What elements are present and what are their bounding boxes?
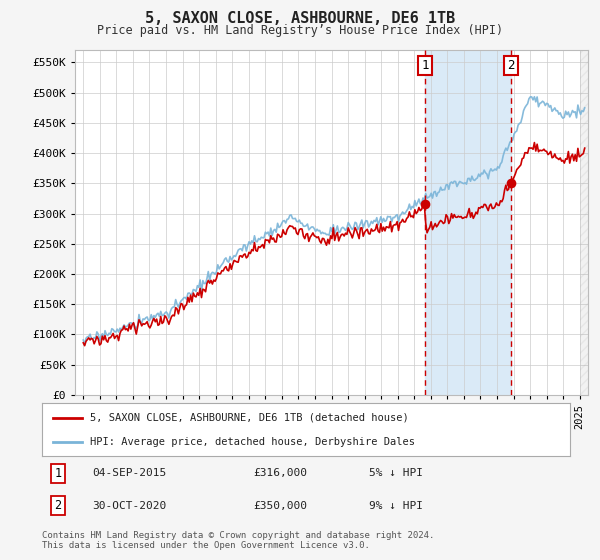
Text: £316,000: £316,000 <box>253 468 307 478</box>
Text: 04-SEP-2015: 04-SEP-2015 <box>92 468 166 478</box>
Text: 1: 1 <box>422 59 429 72</box>
Text: Price paid vs. HM Land Registry’s House Price Index (HPI): Price paid vs. HM Land Registry’s House … <box>97 24 503 36</box>
Text: 2: 2 <box>507 59 514 72</box>
Bar <box>425 50 511 395</box>
Text: £350,000: £350,000 <box>253 501 307 511</box>
Text: Contains HM Land Registry data © Crown copyright and database right 2024.: Contains HM Land Registry data © Crown c… <box>42 531 434 540</box>
Text: 5, SAXON CLOSE, ASHBOURNE, DE6 1TB: 5, SAXON CLOSE, ASHBOURNE, DE6 1TB <box>145 11 455 26</box>
Text: 2: 2 <box>54 499 61 512</box>
Text: 30-OCT-2020: 30-OCT-2020 <box>92 501 166 511</box>
Text: 5% ↓ HPI: 5% ↓ HPI <box>370 468 424 478</box>
Bar <box>580 50 593 395</box>
Text: 5, SAXON CLOSE, ASHBOURNE, DE6 1TB (detached house): 5, SAXON CLOSE, ASHBOURNE, DE6 1TB (deta… <box>89 413 408 423</box>
Text: 1: 1 <box>54 467 61 480</box>
Text: 9% ↓ HPI: 9% ↓ HPI <box>370 501 424 511</box>
Text: This data is licensed under the Open Government Licence v3.0.: This data is licensed under the Open Gov… <box>42 541 370 550</box>
Text: HPI: Average price, detached house, Derbyshire Dales: HPI: Average price, detached house, Derb… <box>89 437 415 447</box>
